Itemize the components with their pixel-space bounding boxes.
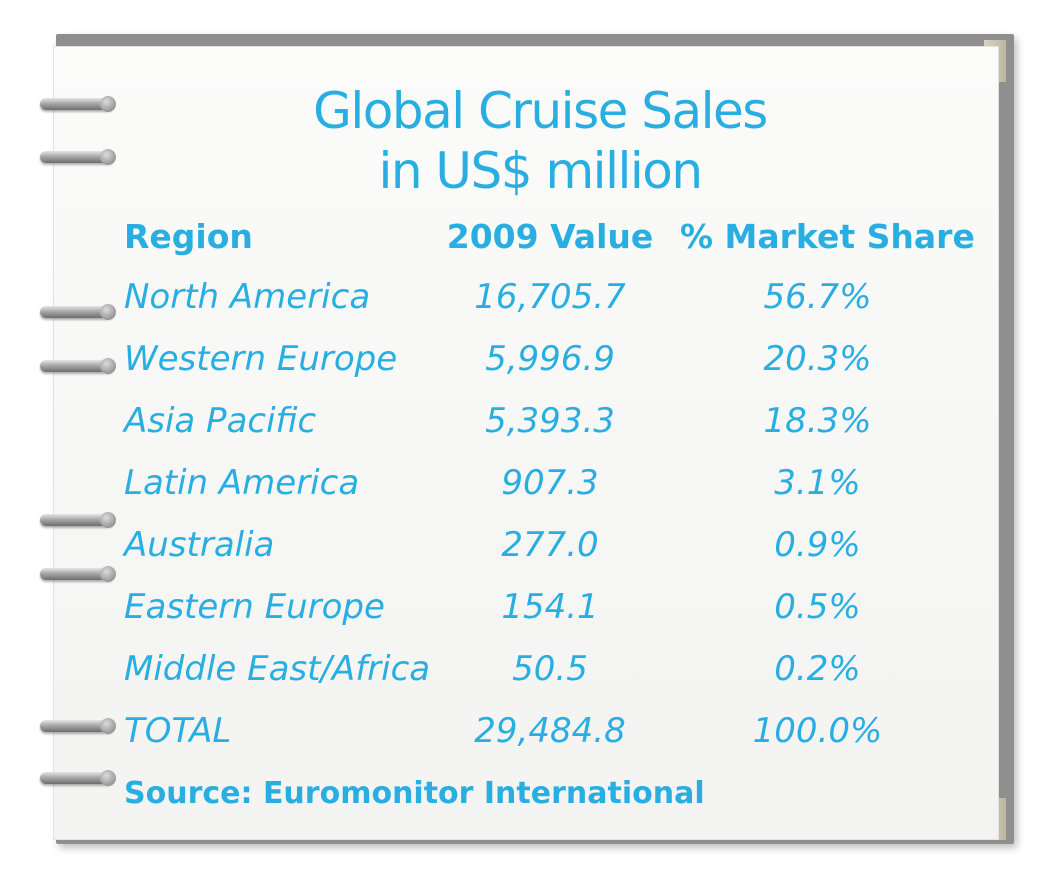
row-region: Australia [124,525,275,565]
row-share: 0.2% [774,649,861,689]
column-header-share: % Market Share [680,217,975,256]
binder-ring [40,770,116,786]
binder-ring [40,718,116,734]
binder-ring [40,512,116,528]
row-share: 100.0% [752,711,883,751]
chart-title: Global Cruise Sales [313,82,768,140]
row-value: 5,393.3 [485,401,615,441]
row-share: 3.1% [774,463,861,503]
row-value: 50.5 [512,649,588,689]
binder-ring [40,358,116,374]
row-share: 0.5% [774,587,861,627]
row-share: 56.7% [763,277,872,317]
row-value: 16,705.7 [474,277,626,317]
row-region: Latin America [124,463,360,503]
chart-subtitle: in US$ million [378,142,703,200]
binder-ring [40,149,116,165]
row-region: North America [124,277,371,317]
row-share: 20.3% [763,339,872,379]
row-region: Asia Pacific [124,401,317,441]
column-header-value: 2009 Value [446,217,654,256]
row-region: TOTAL [124,711,232,751]
row-value: 154.1 [501,587,599,627]
row-value: 277.0 [501,525,599,565]
row-value: 5,996.9 [485,339,615,379]
row-region: Western Europe [124,339,398,379]
row-value: 907.3 [501,463,599,503]
row-region: Eastern Europe [124,587,385,627]
column-header-region: Region [124,217,253,256]
row-region: Middle East/Africa [124,649,431,689]
binder-ring [40,304,116,320]
binder-ring [40,566,116,582]
row-share: 0.9% [774,525,861,565]
source-note: Source: Euromonitor International [124,776,705,811]
row-share: 18.3% [763,401,872,441]
binder-ring [40,96,116,112]
notebook-page [53,46,999,840]
row-value: 29,484.8 [474,711,626,751]
